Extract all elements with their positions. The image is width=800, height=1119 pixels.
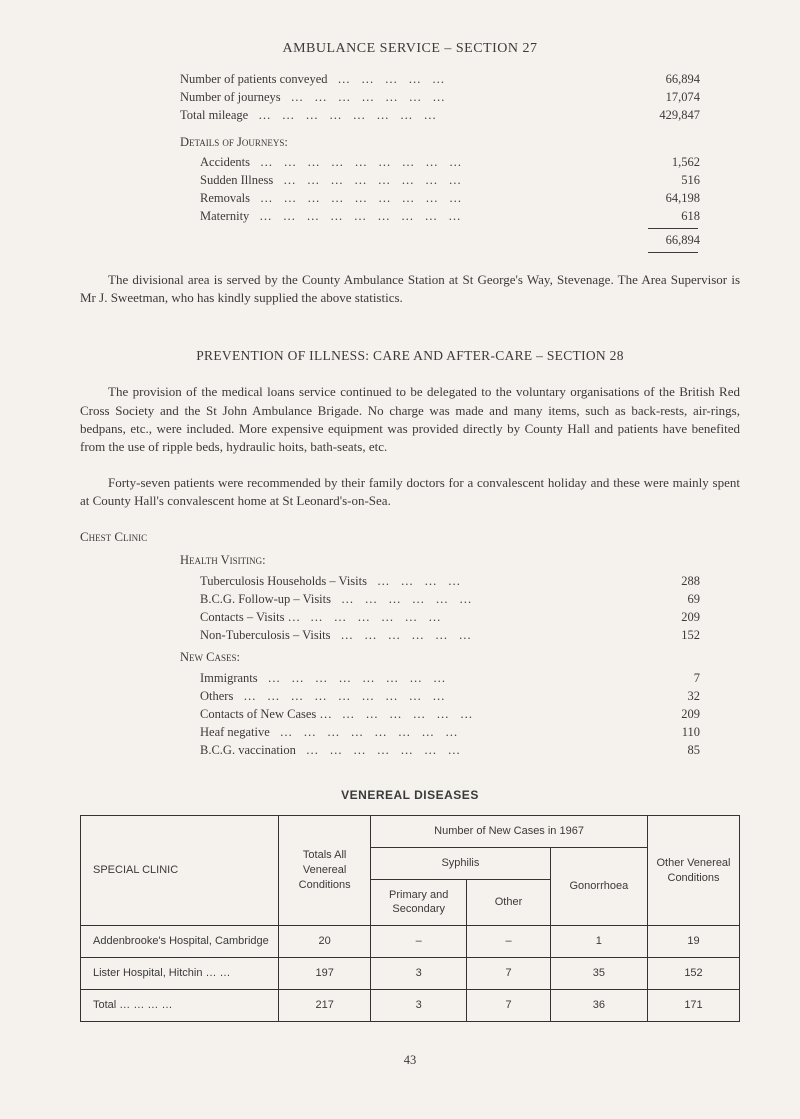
stat-label: Contacts of New Cases … (200, 706, 332, 723)
dots: … … … … … (338, 71, 449, 88)
cell-gonorrhoea: 1 (550, 926, 647, 958)
stat-value: 429,847 (640, 107, 700, 124)
dots: … … … … … … … (291, 89, 449, 106)
details-heading: Details of Journeys: (180, 134, 740, 151)
dots: … … … … … … … … (258, 107, 440, 124)
stat-row: Number of patients conveyed … … … … … 66,… (180, 71, 700, 88)
stat-row: Number of journeys … … … … … … … 17,074 (180, 89, 700, 106)
rule (648, 228, 698, 229)
ambulance-stats: Number of patients conveyed … … … … … 66,… (180, 71, 700, 124)
stat-value: 64,198 (640, 190, 700, 207)
stat-label: B.C.G. vaccination (200, 742, 296, 759)
stat-label: Tuberculosis Households – Visits (200, 573, 367, 590)
dots: … … … … (377, 573, 464, 590)
dots: … … … … … … … … … (260, 190, 466, 207)
ambulance-para: The divisional area is served by the Cou… (80, 271, 740, 307)
stat-value: 618 (640, 208, 700, 225)
ambulance-details: Accidents … … … … … … … … … 1,562 Sudden I… (200, 154, 700, 225)
cell-syph-other: 7 (467, 989, 550, 1021)
stat-label: Others (200, 688, 233, 705)
table-row: Lister Hospital, Hitchin … … 197 3 7 35 … (81, 958, 740, 990)
stat-label: Accidents (200, 154, 250, 171)
table-row: Addenbrooke's Hospital, Cambridge 20 – –… (81, 926, 740, 958)
stat-value: 69 (640, 591, 700, 608)
dots: … … … … … … … … … (243, 688, 449, 705)
stat-label: Sudden Illness (200, 172, 273, 189)
stat-label: Number of journeys (180, 89, 281, 106)
stat-label: Total mileage (180, 107, 248, 124)
th-syphilis: Syphilis (371, 847, 551, 879)
cell-other: 171 (648, 989, 740, 1021)
cell-clinic: Addenbrooke's Hospital, Cambridge (81, 926, 279, 958)
health-visiting-block: Tuberculosis Households – Visits … … … … 2… (200, 573, 700, 644)
ambulance-total: 66,894 (80, 232, 700, 249)
cell-primary: – (371, 926, 467, 958)
th-other: Other Venereal Conditions (648, 815, 740, 925)
stat-value: 1,562 (640, 154, 700, 171)
cell-primary: 3 (371, 958, 467, 990)
dots: … … … … … … … … (280, 724, 462, 741)
stat-label: Non-Tuberculosis – Visits (200, 627, 331, 644)
cell-other: 152 (648, 958, 740, 990)
stat-label: Number of patients conveyed (180, 71, 328, 88)
th-new-cases: Number of New Cases in 1967 (371, 815, 648, 847)
cell-other: 19 (648, 926, 740, 958)
stat-row: Total mileage … … … … … … … … 429,847 (180, 107, 700, 124)
th-gonorrhoea: Gonorrhoea (550, 847, 647, 926)
cell-total: 20 (279, 926, 371, 958)
new-cases-block: Immigrants … … … … … … … … 7 Others … … … …… (200, 670, 700, 758)
stat-label: Heaf negative (200, 724, 270, 741)
ambulance-title: AMBULANCE SERVICE – SECTION 27 (80, 40, 740, 59)
th-totals: Totals All Venereal Conditions (279, 815, 371, 925)
stat-value: 17,074 (640, 89, 700, 106)
stat-value: 209 (640, 609, 700, 626)
dots: … … … … … … … … (268, 670, 450, 687)
stat-value: 32 (640, 688, 700, 705)
cell-primary: 3 (371, 989, 467, 1021)
stat-label: B.C.G. Follow-up – Visits (200, 591, 331, 608)
th-clinic: SPECIAL CLINIC (81, 815, 279, 925)
cell-total: 217 (279, 989, 371, 1021)
rule (648, 252, 698, 253)
page-number: 43 (80, 1052, 740, 1069)
stat-value: 152 (640, 627, 700, 644)
stat-label: Removals (200, 190, 250, 207)
stat-value: 85 (640, 742, 700, 759)
cell-clinic: Lister Hospital, Hitchin … … (81, 958, 279, 990)
dots: … … … … … … … (306, 742, 464, 759)
stat-value: 7 (640, 670, 700, 687)
cell-total: 197 (279, 958, 371, 990)
stat-value: 516 (640, 172, 700, 189)
prevention-para2: Forty-seven patients were recommended by… (80, 474, 740, 510)
stat-value: 66,894 (640, 71, 700, 88)
stat-value: 288 (640, 573, 700, 590)
cell-gonorrhoea: 36 (550, 989, 647, 1021)
dots: … … … … … … (342, 706, 477, 723)
prevention-title: PREVENTION OF ILLNESS: CARE AND AFTER-CA… (80, 347, 740, 365)
cell-syph-other: – (467, 926, 550, 958)
stat-value: 110 (640, 724, 700, 741)
stat-label: Contacts – Visits … (200, 609, 300, 626)
dots: … … … … … … (341, 627, 476, 644)
stat-label: Maternity (200, 208, 249, 225)
prevention-para1: The provision of the medical loans servi… (80, 383, 740, 456)
vd-title: VENEREAL DISEASES (80, 787, 740, 803)
chest-title: Chest Clinic (80, 528, 740, 546)
cell-syph-other: 7 (467, 958, 550, 990)
stat-label: Immigrants (200, 670, 258, 687)
vd-table: SPECIAL CLINIC Totals All Venereal Condi… (80, 815, 740, 1022)
cell-clinic: Total … … … … (81, 989, 279, 1021)
dots: … … … … … … … … … (260, 154, 466, 171)
dots: … … … … … … (310, 609, 445, 626)
dots: … … … … … … … … (283, 172, 465, 189)
dots: … … … … … … (341, 591, 476, 608)
table-row: Total … … … … 217 3 7 36 171 (81, 989, 740, 1021)
dots: … … … … … … … … … (259, 208, 465, 225)
cell-gonorrhoea: 35 (550, 958, 647, 990)
health-visiting-head: Health Visiting: (180, 552, 740, 569)
th-syph-other: Other (467, 879, 550, 926)
th-primary: Primary and Secondary (371, 879, 467, 926)
stat-value: 209 (640, 706, 700, 723)
new-cases-head: New Cases: (180, 649, 740, 666)
